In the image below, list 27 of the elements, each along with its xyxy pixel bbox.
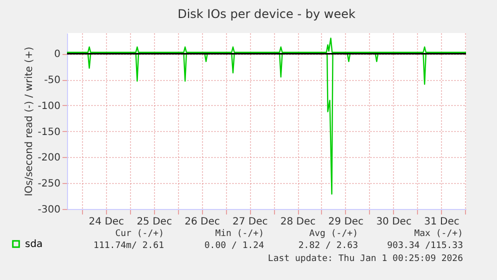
text: 111.74m/ 2.61 [94, 241, 164, 251]
y-tick-label: -150 [38, 126, 60, 138]
x-tick-label: 25 Dec [136, 216, 172, 228]
text: 0.00 / 1.24 [204, 241, 264, 251]
text: Max (-/+) [414, 229, 463, 239]
y-tick-label: -50 [44, 75, 60, 86]
y-axis-title: IOs/second read (-) / write (+) [24, 46, 35, 196]
y-tick-label: 0 [54, 49, 60, 60]
y-tick-label: -300 [38, 204, 60, 216]
y-tick-label: -100 [38, 100, 60, 112]
x-tick-label: 31 Dec [424, 216, 460, 228]
text: Avg (-/+) [309, 229, 358, 239]
x-tick-label: 28 Dec [280, 216, 316, 228]
y-tick-label: -250 [38, 178, 60, 190]
text: 2.82 / 2.63 [298, 241, 358, 251]
text: Min (-/+) [215, 229, 264, 239]
chart-title: Disk IOs per device - by week [178, 7, 356, 21]
y-tick-label: -200 [38, 152, 60, 164]
legend-label: sda [25, 239, 43, 250]
x-tick-label: 26 Dec [184, 216, 220, 228]
text: 903.34 /115.33 [387, 241, 463, 251]
text: Last update: Thu Jan 1 00:25:09 2026 [268, 254, 463, 264]
x-tick-label: 30 Dec [376, 216, 412, 228]
x-tick-label: 27 Dec [232, 216, 268, 228]
text: Cur (-/+) [115, 229, 164, 239]
x-tick-label: 29 Dec [328, 216, 364, 228]
x-tick-label: 24 Dec [88, 216, 124, 228]
